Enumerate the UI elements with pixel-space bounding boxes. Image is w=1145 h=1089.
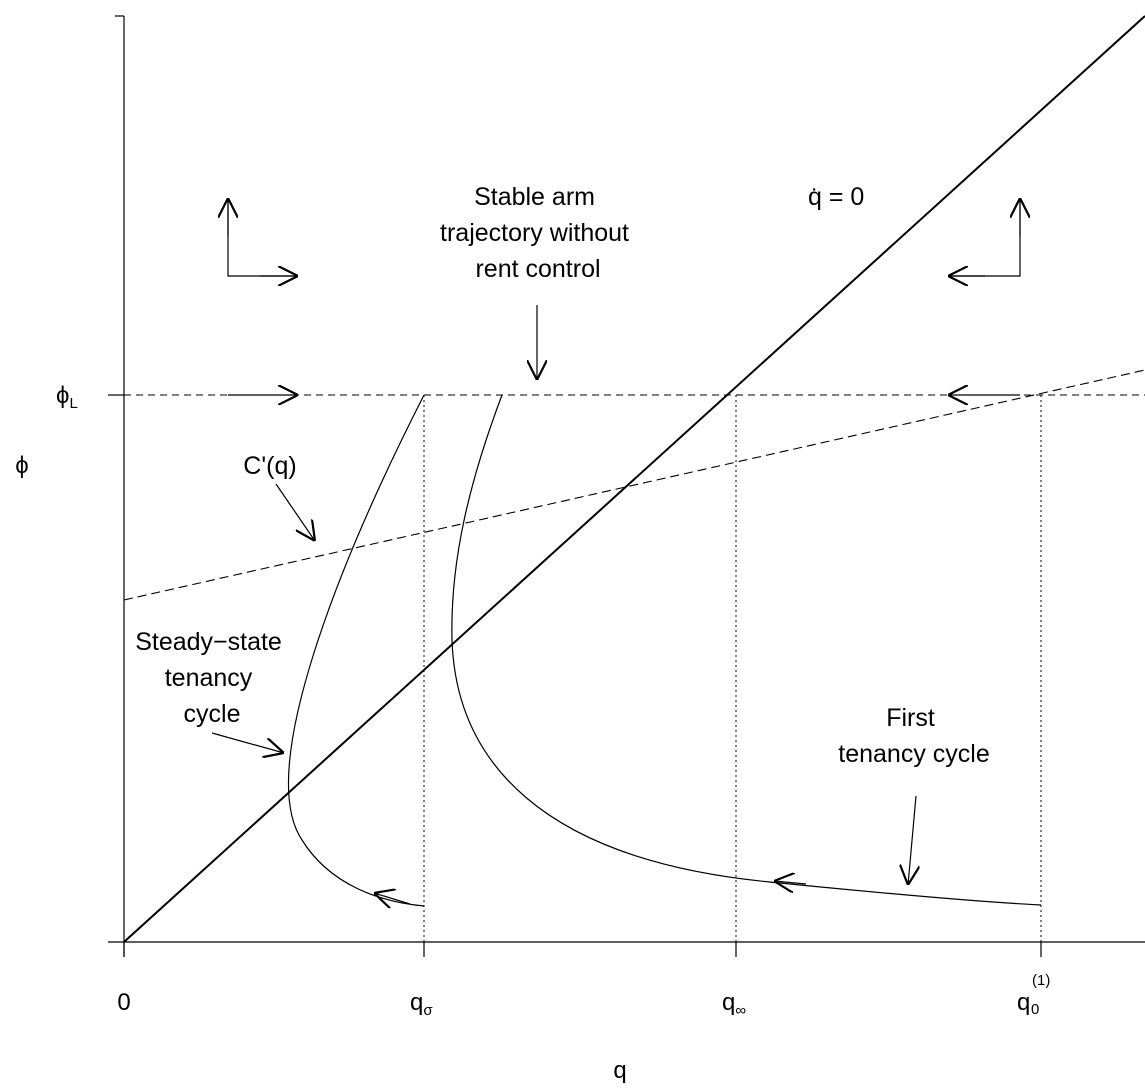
x-tick-label-q0-sub: 0: [1031, 1001, 1039, 1018]
y-tick-label-phi-L-base: ϕ: [56, 382, 69, 409]
cost-curve-label: C'(q): [243, 452, 296, 480]
first-cycle-line-2: tenancy cycle: [838, 740, 989, 768]
x-tick-label-q-sigma: qσ: [410, 989, 433, 1019]
stable-arm-line-2: trajectory without: [440, 219, 629, 247]
x-tick-label-q-inf-sub: ∞: [735, 1002, 746, 1019]
x-axis-label: q: [613, 1057, 626, 1084]
cost-label-pointer: [275, 483, 315, 541]
x-tick-label-q-sigma-sub: σ: [423, 1002, 433, 1019]
x-tick-label-q0-sup: (1): [1032, 972, 1050, 989]
first-cycle-direction-arrow: [774, 881, 807, 884]
steady-state-line-1: Steady−state: [135, 628, 282, 656]
first-cycle-label: First tenancy cycle: [838, 704, 989, 768]
direction-up-right-corner: [950, 200, 1021, 277]
x-tick-label-q-inf: q∞: [722, 989, 746, 1019]
direction-up-left-corner: [227, 200, 296, 277]
steady-state-line-2: tenancy: [165, 664, 253, 692]
steady-cycle-direction-arrow: [374, 893, 411, 904]
first-cycle-pointer: [908, 795, 916, 885]
x-tick-label-q-sigma-base: q: [410, 989, 423, 1016]
y-tick-label-phi-L: ϕL: [56, 382, 78, 412]
q-dot-zero-line: [123, 15, 1145, 943]
stable-arm-line-3: rent control: [475, 255, 600, 283]
nullcline-label: q̇ = 0: [808, 183, 864, 211]
x-tick-label-q-inf-base: q: [722, 989, 735, 1016]
y-tick-label-phi-L-sub: L: [69, 395, 77, 412]
y-axis-label: ϕ: [15, 452, 28, 479]
x-tick-label-q0: q: [1017, 989, 1030, 1016]
first-cycle-line-1: First: [886, 704, 935, 732]
steady-state-line-3: cycle: [184, 700, 241, 728]
x-tick-label-0: 0: [117, 989, 130, 1016]
stable-arm-line-1: Stable arm: [474, 183, 595, 211]
first-cycle-curve: [451, 394, 1042, 906]
steady-state-pointer: [211, 732, 284, 753]
stable-arm-label: Stable arm trajectory without rent contr…: [440, 183, 636, 283]
steady-state-cycle-curve: [288, 394, 425, 907]
steady-state-label: Steady−state tenancy cycle: [135, 628, 289, 728]
cost-curve-line: [123, 369, 1145, 601]
